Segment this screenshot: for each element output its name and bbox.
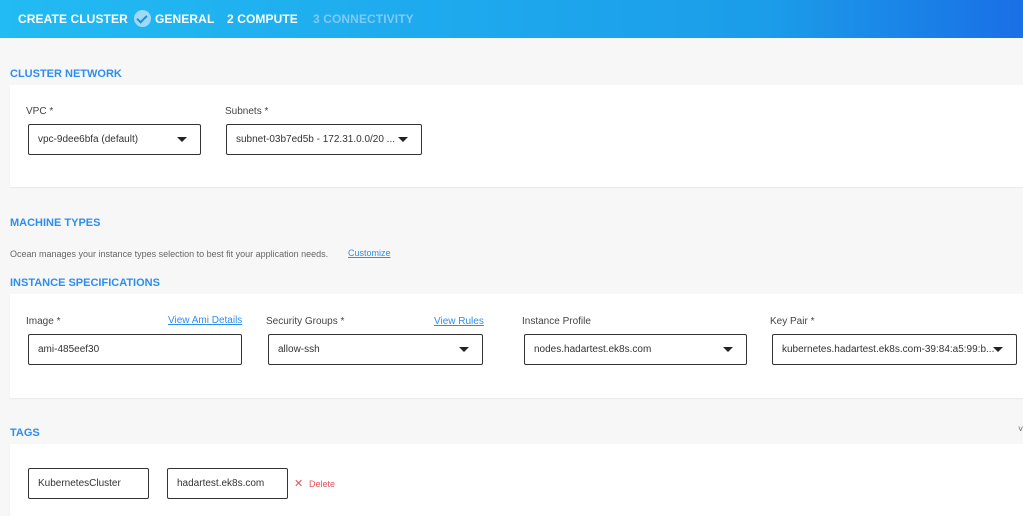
wizard-header: CREATE CLUSTER GENERAL 2 COMPUTE 3 CONNE… [0, 0, 1023, 38]
instance-profile-select[interactable]: nodes.hadartest.ek8s.com [524, 334, 747, 365]
subnets-label: Subnets * [225, 106, 269, 117]
cluster-network-title: CLUSTER NETWORK [10, 68, 122, 80]
instance-profile-value: nodes.hadartest.ek8s.com [534, 344, 652, 355]
machine-types-title: MACHINE TYPES [10, 217, 101, 229]
cluster-network-panel: VPC * vpc-9dee6bfa (default) Subnets * s… [10, 85, 1023, 187]
step-general[interactable]: GENERAL [155, 12, 215, 26]
caret-down-icon [398, 137, 408, 142]
image-input[interactable]: ami-485eef30 [28, 334, 242, 365]
vpc-label: VPC * [26, 106, 54, 117]
key-pair-select[interactable]: kubernetes.hadartest.ek8s.com-39:84:a5:9… [772, 334, 1017, 365]
instance-specs-panel: Image * View Ami Details ami-485eef30 Se… [10, 294, 1023, 398]
security-groups-label: Security Groups * [266, 316, 345, 327]
key-pair-value: kubernetes.hadartest.ek8s.com-39:84:a5:9… [782, 344, 995, 355]
caret-down-icon [459, 347, 469, 352]
tags-title: TAGS [10, 427, 40, 439]
check-circle-icon [134, 10, 151, 27]
delete-tag-button[interactable]: Delete [309, 479, 336, 489]
tag-key-value: KubernetesCluster [38, 478, 121, 489]
view-ami-details-link[interactable]: View Ami Details [168, 315, 243, 326]
tag-value-input[interactable]: hadartest.ek8s.com [167, 468, 288, 499]
view-rules-link[interactable]: View Rules [434, 316, 484, 327]
chevron-down-icon[interactable]: ˅ [1018, 424, 1023, 434]
caret-down-icon [993, 347, 1003, 352]
instance-specs-title: INSTANCE SPECIFICATIONS [10, 277, 160, 289]
step-connectivity: 3 CONNECTIVITY [313, 12, 414, 26]
security-groups-value: allow-ssh [278, 344, 320, 355]
header-title: CREATE CLUSTER [18, 12, 128, 26]
image-label: Image * [26, 316, 61, 327]
image-value: ami-485eef30 [38, 344, 100, 355]
instance-profile-label: Instance Profile [522, 316, 591, 327]
vpc-value: vpc-9dee6bfa (default) [38, 134, 139, 145]
tag-value-value: hadartest.ek8s.com [177, 478, 265, 489]
subnets-value: subnet-03b7ed5b - 172.31.0.0/20 ... [236, 134, 396, 145]
subnets-select[interactable]: subnet-03b7ed5b - 172.31.0.0/20 ... [226, 124, 422, 155]
security-groups-select[interactable]: allow-ssh [268, 334, 483, 365]
step-compute[interactable]: 2 COMPUTE [227, 12, 298, 26]
tag-key-input[interactable]: KubernetesCluster [28, 468, 149, 499]
machine-types-description: Ocean manages your instance types select… [10, 249, 329, 259]
close-icon[interactable]: ✕ [294, 478, 304, 490]
tags-panel: KubernetesCluster hadartest.ek8s.com ✕ D… [10, 444, 1023, 516]
caret-down-icon [177, 137, 187, 142]
caret-down-icon [723, 347, 733, 352]
key-pair-label: Key Pair * [770, 316, 815, 327]
vpc-select[interactable]: vpc-9dee6bfa (default) [28, 124, 201, 155]
customize-link[interactable]: Customize [348, 248, 391, 258]
